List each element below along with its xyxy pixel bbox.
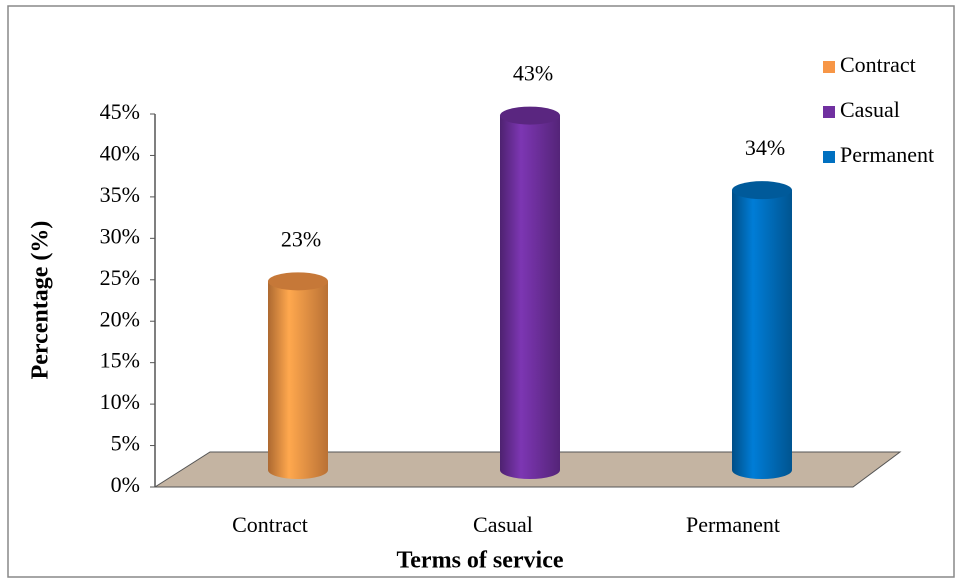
legend-label: Casual (840, 97, 900, 122)
bar-top (732, 181, 792, 200)
legend-swatch (823, 61, 835, 73)
data-label: 34% (745, 135, 785, 160)
data-label: 43% (513, 61, 553, 86)
legend-swatch (823, 106, 835, 118)
data-label: 23% (281, 226, 321, 251)
y-axis-title: Percentage (%) (28, 221, 54, 380)
y-tick-label: 0% (111, 472, 140, 497)
chart-border (7, 5, 955, 578)
bar (268, 281, 328, 479)
bar (500, 115, 560, 480)
y-tick-label: 35% (100, 182, 140, 207)
x-tick-label: Contract (232, 512, 308, 537)
x-tick-label: Permanent (686, 512, 780, 537)
y-tick-label: 40% (100, 140, 140, 165)
y-tick-label: 15% (100, 348, 140, 373)
y-tick-label: 25% (100, 265, 140, 290)
bar-top (268, 272, 328, 291)
x-axis-title: Terms of service (396, 548, 563, 574)
y-tick-label: 5% (111, 431, 140, 456)
x-tick-label: Casual (473, 512, 533, 537)
bar-top (500, 106, 560, 125)
legend-label: Contract (840, 52, 916, 77)
y-tick-label: 30% (100, 223, 140, 248)
legend-label: Permanent (840, 142, 934, 167)
bar (732, 190, 792, 479)
y-tick-label: 45% (100, 99, 140, 124)
legend-swatch (823, 151, 835, 163)
y-tick-label: 10% (100, 389, 140, 414)
y-tick-label: 20% (100, 306, 140, 331)
